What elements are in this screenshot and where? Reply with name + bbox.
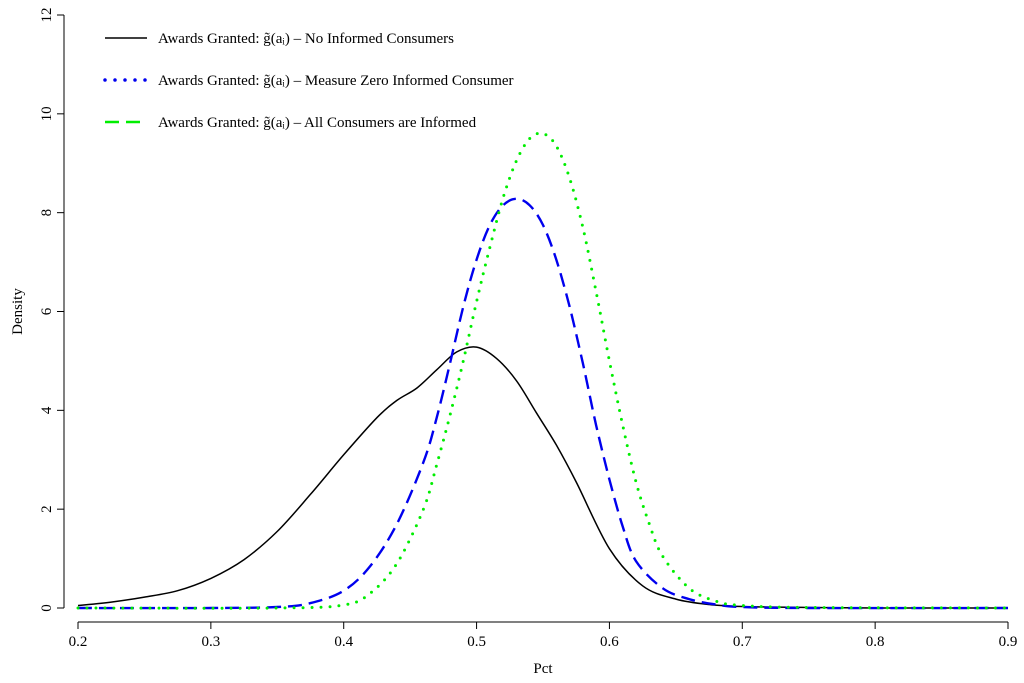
series-line-1: [77, 197, 1009, 610]
axes: 0.2 0.3 0.4 0.5 0.6 0.7 0.8 0.9 0 2 4 6 8 10 12: [39, 8, 1017, 651]
y-tick-label: 0: [39, 604, 55, 612]
curves: [76, 131, 1010, 610]
y-tick-label: 6: [39, 307, 55, 315]
legend-label-2: Awards Granted: g̃(aᵢ) – All Consumers a…: [158, 115, 477, 131]
y-tick-label: 2: [39, 505, 55, 512]
x-axis-title: Pct: [533, 661, 553, 677]
x-tick-label: 0.8: [866, 634, 885, 650]
y-tick-label: 4: [39, 406, 55, 414]
x-tick-label: 0.7: [733, 634, 752, 650]
legend-label-1: Awards Granted: g̃(aᵢ) – Measure Zero In…: [158, 73, 514, 89]
legend: Awards Granted: g̃(aᵢ) – No Informed Con…: [103, 31, 514, 131]
y-tick-label: 12: [39, 8, 55, 23]
x-tick-label: 0.5: [467, 634, 486, 650]
y-axis-title: Density: [10, 288, 26, 335]
x-tick-label: 0.9: [999, 634, 1018, 650]
x-tick-label: 0.3: [201, 634, 220, 650]
legend-label-0: Awards Granted: g̃(aᵢ) – No Informed Con…: [158, 31, 454, 47]
x-tick-label: 0.6: [600, 634, 619, 650]
y-tick-label: 10: [39, 106, 55, 121]
y-tick-label: 8: [39, 209, 55, 217]
x-tick-label: 0.2: [69, 634, 88, 650]
series-line-0: [77, 346, 1008, 609]
series-line-2: [76, 131, 1010, 610]
x-tick-label: 0.4: [334, 634, 353, 650]
